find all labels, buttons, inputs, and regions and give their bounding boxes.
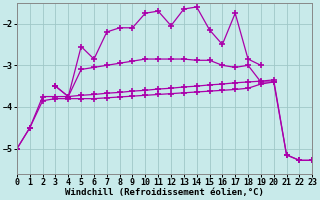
X-axis label: Windchill (Refroidissement éolien,°C): Windchill (Refroidissement éolien,°C) — [65, 188, 264, 197]
